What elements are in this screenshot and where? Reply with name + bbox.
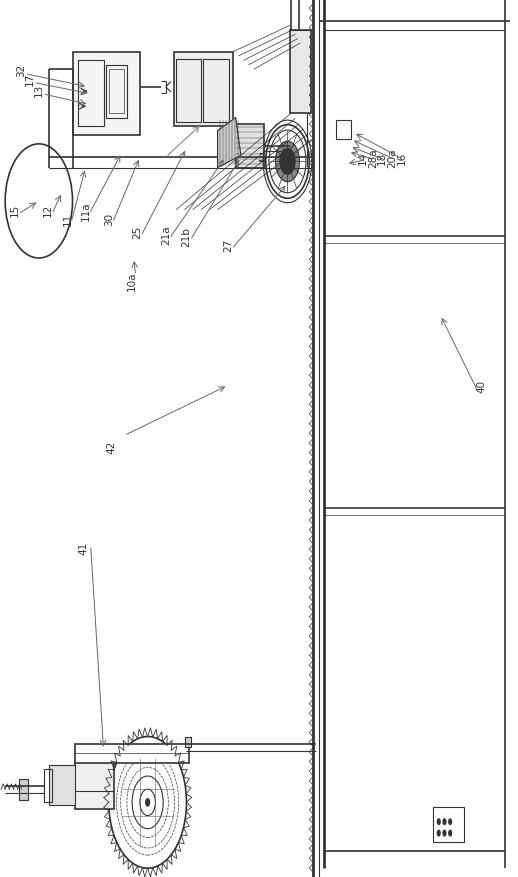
Circle shape (442, 818, 447, 825)
Text: 41: 41 (79, 541, 89, 555)
Bar (106, 66, 127, 118)
Circle shape (448, 830, 452, 837)
Bar (174, 53, 233, 127)
Circle shape (283, 155, 292, 169)
Text: 15: 15 (9, 203, 20, 217)
Text: 17: 17 (25, 72, 35, 86)
Text: 18: 18 (377, 151, 387, 165)
Circle shape (145, 798, 150, 807)
Bar (433, 807, 464, 842)
Bar (73, 53, 140, 136)
Bar (109, 70, 124, 114)
Text: 10a: 10a (127, 271, 137, 290)
Bar (236, 125, 264, 168)
Text: 28a: 28a (368, 148, 378, 168)
Text: 11: 11 (62, 212, 73, 226)
Bar (44, 769, 52, 802)
Bar (49, 766, 75, 805)
Text: 42: 42 (106, 440, 117, 454)
Text: 14: 14 (357, 151, 368, 165)
Text: 20a: 20a (387, 148, 398, 168)
Bar (19, 779, 28, 800)
Circle shape (276, 142, 299, 182)
Text: 12: 12 (43, 203, 53, 217)
Circle shape (448, 818, 452, 825)
Circle shape (280, 149, 295, 175)
Bar (203, 60, 229, 123)
Circle shape (437, 818, 441, 825)
Text: 32: 32 (16, 63, 26, 77)
Bar (75, 760, 114, 809)
Text: 40: 40 (477, 380, 487, 392)
Bar (290, 31, 311, 114)
Text: 30: 30 (104, 213, 114, 225)
Circle shape (437, 830, 441, 837)
Text: 21a: 21a (161, 225, 171, 245)
Bar (78, 61, 104, 127)
Circle shape (442, 830, 447, 837)
Text: 21b: 21b (181, 227, 192, 246)
Bar (176, 60, 201, 123)
Text: 25: 25 (132, 225, 142, 239)
Bar (336, 121, 351, 140)
Polygon shape (218, 118, 241, 168)
Text: 13: 13 (34, 83, 44, 97)
Bar (75, 744, 189, 763)
Bar (185, 737, 191, 747)
Text: 11a: 11a (80, 201, 91, 220)
Text: 27: 27 (223, 239, 233, 253)
Text: 16: 16 (396, 151, 407, 165)
